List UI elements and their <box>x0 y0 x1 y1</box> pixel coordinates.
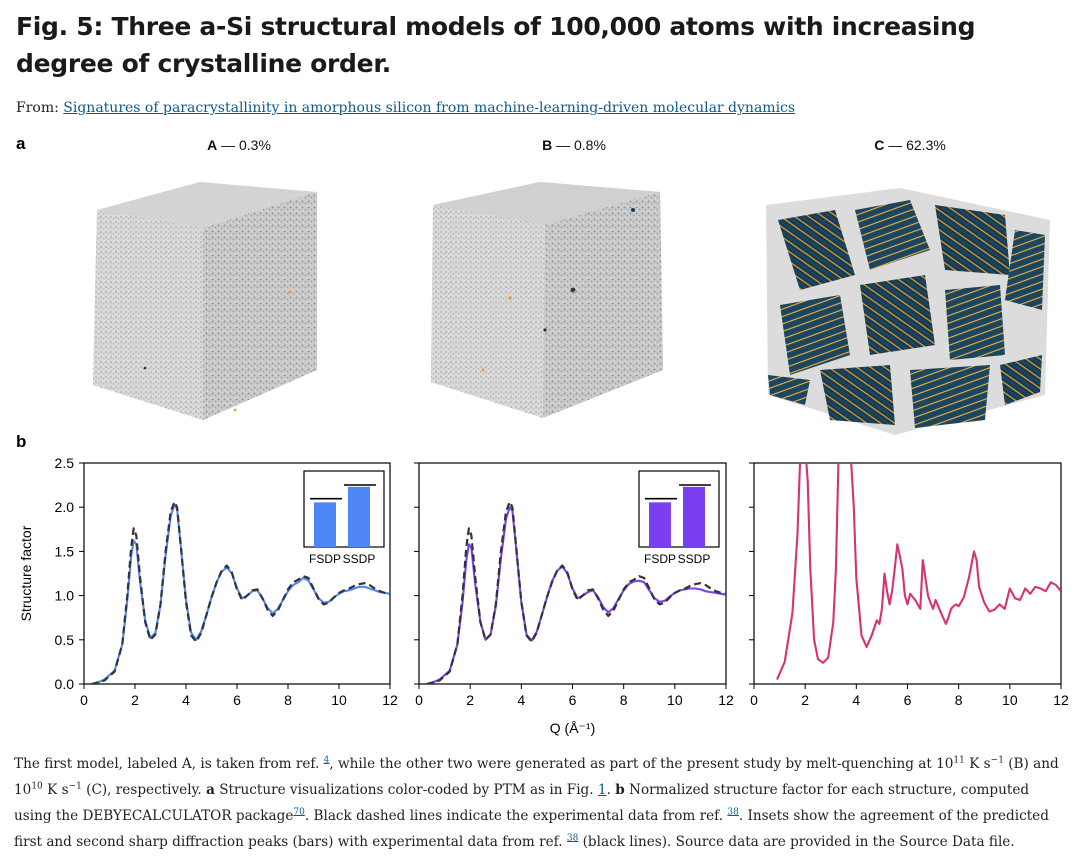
model-c-sep: — <box>884 137 907 153</box>
x-tick-label-a: 4 <box>182 692 190 708</box>
caption-superscript: 11 <box>953 755 965 766</box>
caption-superscript: −1 <box>68 781 82 792</box>
simulated-line-c <box>776 463 1061 681</box>
inset-bar-fsdp-a <box>314 502 336 547</box>
x-tick-label-a: 10 <box>331 692 347 708</box>
caption-text: . Insets show the agreement of the predi… <box>14 808 1049 850</box>
x-tick-label-a: 0 <box>80 692 88 708</box>
panel-b-letter: b <box>16 432 27 451</box>
x-tick-label-a: 12 <box>382 692 398 708</box>
caption-text: K s <box>964 756 991 772</box>
plot-frame-c <box>753 462 1062 685</box>
ref-38-link[interactable]: 38 <box>566 833 579 844</box>
x-tick-label-c: 4 <box>852 692 860 708</box>
caption-text: (C), respectively. <box>81 782 207 798</box>
model-c-value: 62.3% <box>906 137 946 153</box>
x-tick-label-b: 8 <box>620 692 628 708</box>
structure-model-c <box>766 188 1050 435</box>
x-tick-label-b: 6 <box>569 692 577 708</box>
x-tick-label-c: 0 <box>750 692 758 708</box>
y-tick-label-a: 2.0 <box>55 499 75 515</box>
ref-70-link[interactable]: 70 <box>293 807 305 818</box>
panel-a-letter: a <box>16 134 26 153</box>
caption-panel-b-ref: b <box>615 782 625 798</box>
caption-text: , while the other two were generated as … <box>329 756 954 772</box>
inset-label-ssdp-b: SSDP <box>678 552 711 566</box>
model-b-value: 0.8% <box>573 137 606 153</box>
caption-text: (B) and 10 <box>14 756 1059 798</box>
from-label: From: <box>16 100 59 116</box>
model-b-sep: — <box>552 137 574 153</box>
structure-model-a <box>93 182 317 420</box>
figure-title: Fig. 5: Three a-Si structural models of … <box>16 12 976 78</box>
caption-text: . Black dashed lines indicate the experi… <box>304 808 728 824</box>
fig-1-link[interactable]: 1 <box>597 782 607 798</box>
x-axis-label: Q (Å⁻¹) <box>550 720 596 736</box>
caption-text: . <box>606 782 616 798</box>
x-tick-label-b: 12 <box>718 692 734 708</box>
structure-model-b <box>431 182 663 418</box>
x-tick-label-b: 10 <box>667 692 683 708</box>
x-tick-label-b: 0 <box>415 692 423 708</box>
experimental-dashed-line-b <box>426 500 726 684</box>
x-tick-label-a: 6 <box>233 692 241 708</box>
inset-bar-ssdp-a <box>348 486 370 547</box>
caption-text: Normalized structure factor for each str… <box>14 782 1030 824</box>
caption-panel-a-ref: a <box>206 782 215 798</box>
caption-text: The first model, labeled A, is taken fro… <box>14 756 324 772</box>
x-tick-label-b: 2 <box>466 692 474 708</box>
x-tick-label-b: 4 <box>517 692 525 708</box>
model-b-id: B <box>542 137 553 153</box>
x-tick-label-a: 2 <box>131 692 139 708</box>
caption-text: Structure visualizations color-coded by … <box>214 782 598 798</box>
x-tick-label-c: 2 <box>801 692 809 708</box>
y-tick-label-a: 1.5 <box>55 543 75 559</box>
model-c-id: C <box>874 137 885 153</box>
experimental-dashed-line-a <box>91 500 390 684</box>
source-article-link[interactable]: Signatures of paracrystallinity in amorp… <box>63 100 796 116</box>
inset-label-fsdp-b: FSDP <box>644 552 676 566</box>
source-line: From: Signatures of paracrystallinity in… <box>16 100 795 116</box>
caption-superscript: −1 <box>990 755 1004 766</box>
y-axis-label: Structure factor <box>18 525 34 621</box>
ref-38-link[interactable]: 38 <box>727 807 739 818</box>
caption-superscript: 10 <box>31 781 43 792</box>
y-tick-label-a: 0.0 <box>55 676 75 692</box>
model-a-label: A — 0.3% <box>207 137 271 153</box>
ref-4-link[interactable]: 4 <box>323 755 330 766</box>
model-a-id: A <box>207 137 218 153</box>
x-tick-label-c: 12 <box>1053 692 1069 708</box>
caption-text: (black lines). Source data are provided … <box>578 834 1015 850</box>
y-tick-label-a: 2.5 <box>55 455 75 471</box>
y-tick-label-a: 1.0 <box>55 588 75 604</box>
y-tick-label-a: 0.5 <box>55 632 75 648</box>
inset-label-ssdp-a: SSDP <box>343 552 376 566</box>
x-tick-label-c: 8 <box>955 692 963 708</box>
x-tick-label-c: 6 <box>904 692 912 708</box>
inset-bar-ssdp-b <box>683 486 705 547</box>
x-tick-label-a: 8 <box>284 692 292 708</box>
model-a-value: 0.3% <box>238 137 271 153</box>
model-a-sep: — <box>217 137 239 153</box>
model-b-label: B — 0.8% <box>542 137 606 153</box>
model-c-label: C — 62.3% <box>874 137 946 153</box>
inset-bar-fsdp-b <box>649 502 671 547</box>
caption-text: K s <box>42 782 69 798</box>
figure-caption: The first model, labeled A, is taken fro… <box>14 751 1066 855</box>
x-tick-label-c: 10 <box>1002 692 1018 708</box>
structure-factor-plots: 0 2 4 6 8 10 12 0.0 0.5 1.0 1.5 2.0 2.5 Structure fac… <box>18 455 1069 736</box>
inset-label-fsdp-a: FSDP <box>309 552 341 566</box>
